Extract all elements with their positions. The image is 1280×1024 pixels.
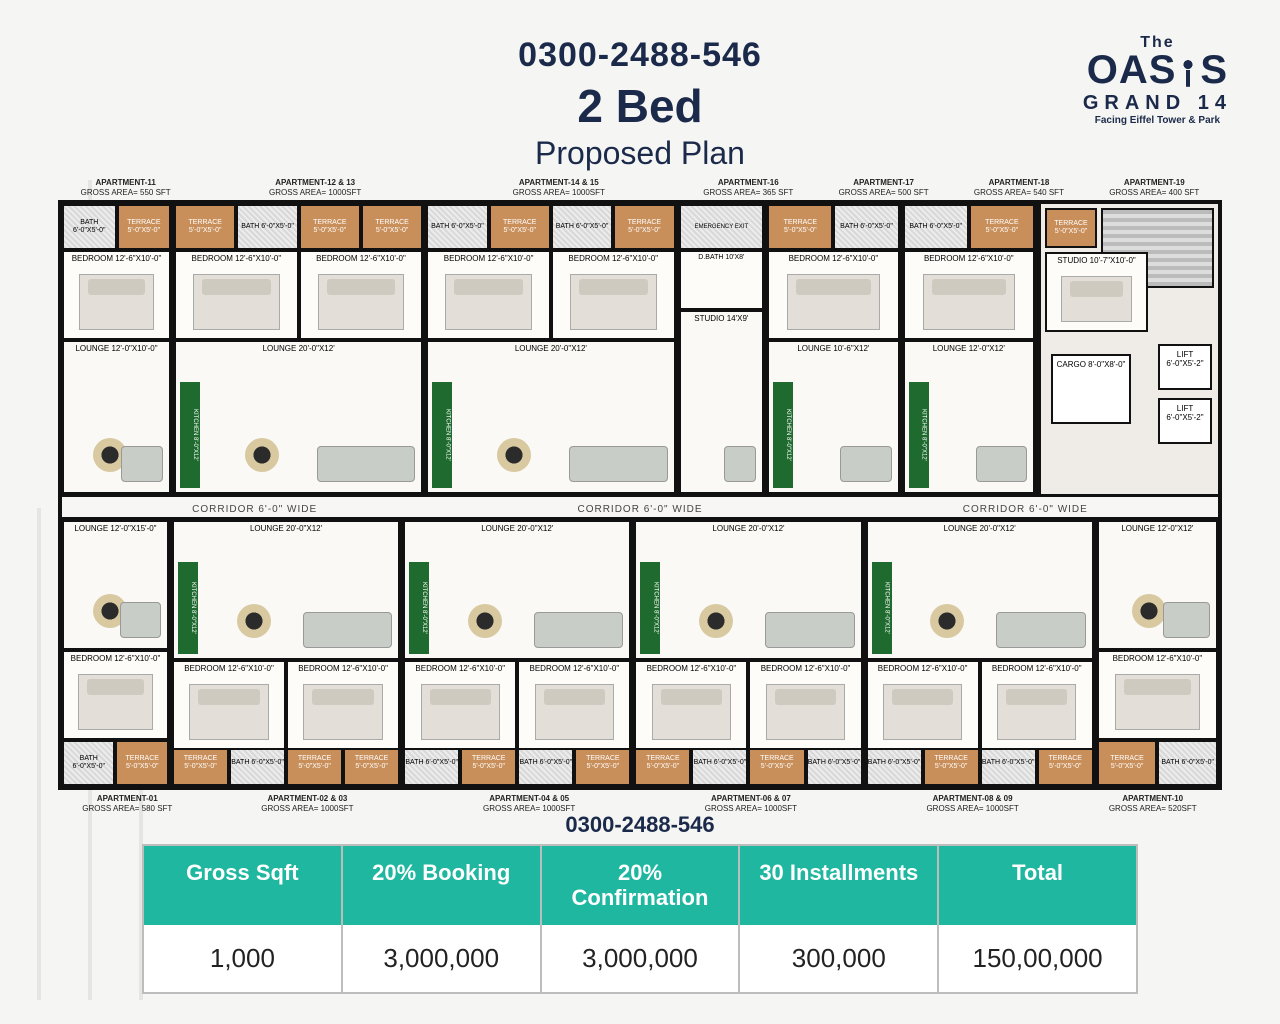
bedroom: BEDROOM 12'-6"X10'-0" bbox=[62, 250, 171, 340]
unit: EMERGENCY EXIT D.BATH 10'X8' STUDIO 14'X… bbox=[679, 204, 768, 494]
header-subtitle: Proposed Plan bbox=[0, 135, 1280, 172]
unit: BATH 6'-0"X5'-0"TERRACE 5'-0"X5'-0" BEDR… bbox=[62, 520, 172, 786]
lift: LIFT 6'-0"X5'-2" bbox=[1158, 344, 1212, 390]
apartment-labels-bottom: APARTMENT-01GROSS AREA= 580 SFT APARTMEN… bbox=[58, 794, 1222, 813]
unit: BATH 6'-0"X5'-0"TERRACE 5'-0"X5'-0" BEDR… bbox=[62, 204, 174, 494]
apartment-labels-top: APARTMENT-11GROSS AREA= 550 SFT APARTMEN… bbox=[58, 178, 1222, 197]
unit: BATH 6'-0"X5'-0"TERRACE 5'-0"X5'-0"BATH … bbox=[866, 520, 1097, 786]
pricing-header: Gross Sqft bbox=[144, 846, 343, 925]
lift: LIFT 6'-0"X5'-2" bbox=[1158, 398, 1212, 444]
lounge: LOUNGE 12'-0"X10'-0" bbox=[62, 340, 171, 494]
logo-brand: OASS bbox=[1083, 52, 1232, 88]
pricing-value: 3,000,000 bbox=[542, 925, 741, 992]
pricing-value: 300,000 bbox=[740, 925, 939, 992]
brand-logo: The OASS GRAND 14 Facing Eiffel Tower & … bbox=[1083, 34, 1232, 126]
unit: BATH 6'-0"X5'-0"TERRACE 5'-0"X5'-0" BATH… bbox=[426, 204, 678, 494]
palm-icon bbox=[1176, 59, 1200, 87]
corridor: CORRIDOR 6'-0" WIDE CORRIDOR 6'-0" WIDE … bbox=[62, 494, 1218, 520]
units-row-bottom: BATH 6'-0"X5'-0"TERRACE 5'-0"X5'-0" BEDR… bbox=[62, 520, 1218, 786]
footer-phone: 0300-2488-546 bbox=[0, 812, 1280, 838]
unit: TERRACE 5'-0"X5'-0"BATH 6'-0"X5'-0"TERRA… bbox=[172, 520, 403, 786]
pricing-header: 20% Booking bbox=[343, 846, 542, 925]
pricing-value: 150,00,000 bbox=[939, 925, 1136, 992]
pricing-value: 1,000 bbox=[144, 925, 343, 992]
pricing-header: Total bbox=[939, 846, 1136, 925]
unit: BATH 6'-0"X5'-0"TERRACE 5'-0"X5'-0" BEDR… bbox=[903, 204, 1038, 494]
unit: TERRACE 5'-0"X5'-0"BATH 6'-0"X5'-0" TERR… bbox=[174, 204, 426, 494]
service-block: TERRACE 5'-0"X5'-0" BATH 6'-0"X5'-0" STU… bbox=[1038, 204, 1218, 494]
cargo-lift: CARGO 8'-0"X8'-0" bbox=[1051, 354, 1131, 424]
unit: TERRACE 5'-0"X5'-0"BATH 6'-0"X5'-0" BEDR… bbox=[1097, 520, 1218, 786]
unit: TERRACE 5'-0"X5'-0"BATH 6'-0"X5'-0"TERRA… bbox=[634, 520, 865, 786]
floor-plan: BATH 6'-0"X5'-0"TERRACE 5'-0"X5'-0" BEDR… bbox=[58, 200, 1222, 790]
logo-grand: GRAND 14 bbox=[1083, 92, 1232, 115]
pricing-header-row: Gross Sqft 20% Booking 20% Confirmation … bbox=[144, 846, 1136, 925]
apt-label: APARTMENT-11GROSS AREA= 550 SFT bbox=[58, 178, 193, 197]
unit: TERRACE 5'-0"X5'-0"BATH 6'-0"X5'-0" BEDR… bbox=[767, 204, 902, 494]
pricing-header: 20% Confirmation bbox=[542, 846, 741, 925]
pricing-header: 30 Installments bbox=[740, 846, 939, 925]
logo-tag: Facing Eiffel Tower & Park bbox=[1083, 115, 1232, 126]
pricing-value-row: 1,000 3,000,000 3,000,000 300,000 150,00… bbox=[144, 925, 1136, 992]
unit: BATH 6'-0"X5'-0"TERRACE 5'-0"X5'-0"BATH … bbox=[403, 520, 634, 786]
pricing-value: 3,000,000 bbox=[343, 925, 542, 992]
pricing-table: Gross Sqft 20% Booking 20% Confirmation … bbox=[142, 844, 1138, 994]
units-row-top: BATH 6'-0"X5'-0"TERRACE 5'-0"X5'-0" BEDR… bbox=[62, 204, 1218, 494]
